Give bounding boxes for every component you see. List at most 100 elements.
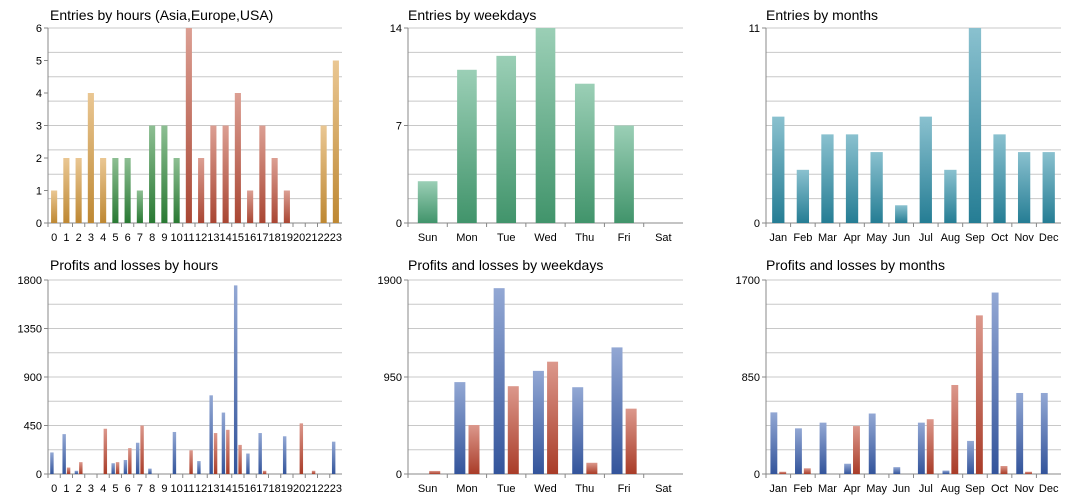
profit-bar xyxy=(258,433,262,474)
x-tick-label: Sat xyxy=(655,483,672,495)
x-tick-label: Jul xyxy=(919,483,933,495)
loss-bar xyxy=(189,450,193,474)
loss-bar xyxy=(238,444,242,474)
loss-bar xyxy=(429,470,441,474)
profit-bar xyxy=(844,463,852,474)
x-tick-label: 12 xyxy=(195,232,207,244)
y-tick-label: 7 xyxy=(396,121,402,133)
x-tick-label: Aug xyxy=(941,483,961,495)
x-tick-label: 21 xyxy=(305,483,317,495)
x-tick-label: 11 xyxy=(183,483,194,495)
x-tick-label: 22 xyxy=(318,483,330,495)
profit-bar xyxy=(868,413,876,474)
x-tick-label: 21 xyxy=(305,232,317,244)
chart-4: Profits and losses by hours0450900135018… xyxy=(18,257,342,495)
chart-1: Entries by hours (Asia,Europe,USA)012345… xyxy=(36,7,342,244)
x-tick-label: May xyxy=(866,483,887,495)
y-tick-label: 1350 xyxy=(18,324,42,336)
bar xyxy=(63,158,70,223)
profit-bar xyxy=(172,431,177,474)
x-tick-label: Jul xyxy=(919,232,933,244)
x-tick-label: 7 xyxy=(137,232,143,244)
x-tick-label: 2 xyxy=(76,232,82,244)
x-tick-label: Mar xyxy=(818,232,837,244)
bar xyxy=(185,28,192,223)
loss-bar xyxy=(975,315,983,474)
x-tick-label: Jan xyxy=(769,483,787,495)
y-tick-label: 0 xyxy=(36,469,42,481)
loss-bar xyxy=(803,468,811,474)
x-tick-label: Sun xyxy=(418,232,438,244)
x-tick-label: 15 xyxy=(232,232,244,244)
y-tick-label: 11 xyxy=(749,23,760,35)
x-tick-label: 15 xyxy=(232,483,244,495)
loss-bar xyxy=(66,467,71,474)
chart-2: Entries by weekdays 0 7 14 Sun Mon Tue Wed Thu Fr… xyxy=(390,7,683,244)
profit-bar xyxy=(493,288,505,474)
x-tick-label: 17 xyxy=(256,483,268,495)
x-tick-label: Jan xyxy=(769,232,787,244)
loss-bar xyxy=(779,471,787,474)
x-tick-label: Thu xyxy=(575,232,594,244)
x-tick-label: 12 xyxy=(195,483,207,495)
x-tick-label: 0 xyxy=(51,483,57,495)
x-tick-label: Sep xyxy=(965,483,985,495)
chart-title: Entries by hours (Asia,Europe,USA) xyxy=(50,7,273,23)
profit-bar xyxy=(282,436,287,474)
x-tick-label: Jun xyxy=(892,232,910,244)
bar xyxy=(457,69,477,224)
x-tick-label: Jun xyxy=(892,483,910,495)
y-tick-label: 2 xyxy=(36,153,42,165)
x-tick-label: Wed xyxy=(534,232,556,244)
x-tick-label: Dec xyxy=(1039,232,1059,244)
x-tick-label: 8 xyxy=(149,483,155,495)
chart-3: Entries by months 0 11 Jan Feb Mar Apr May Jun Ju… xyxy=(749,7,1061,244)
x-tick-label: Mon xyxy=(456,232,477,244)
x-tick-label: Oct xyxy=(991,232,1008,244)
x-tick-label: 16 xyxy=(244,232,256,244)
y-tick-label: 0 xyxy=(396,469,402,481)
x-tick-label: May xyxy=(866,232,887,244)
x-tick-label: 16 xyxy=(244,483,256,495)
bar xyxy=(772,116,785,223)
x-tick-label: 14 xyxy=(220,483,232,495)
profit-bar xyxy=(1016,392,1024,474)
x-tick-label: Tue xyxy=(497,483,516,495)
profit-bar xyxy=(893,467,901,474)
profit-bar xyxy=(111,463,115,474)
loss-bar xyxy=(103,428,108,474)
chart-title: Profits and losses by months xyxy=(766,257,945,273)
x-tick-label: 13 xyxy=(207,232,219,244)
bar xyxy=(247,190,254,223)
chart-title: Profits and losses by weekdays xyxy=(408,257,603,273)
bar xyxy=(124,158,131,223)
profit-bar xyxy=(221,412,226,474)
loss-bar xyxy=(507,386,519,474)
bar xyxy=(968,28,982,223)
bar xyxy=(271,158,278,223)
profit-bar xyxy=(233,285,238,474)
profit-bar xyxy=(532,370,544,474)
bar xyxy=(112,158,119,223)
y-tick-label: 450 xyxy=(24,421,42,433)
loss-bar xyxy=(853,426,860,474)
x-tick-label: 0 xyxy=(51,232,57,244)
x-tick-label: 13 xyxy=(207,483,219,495)
y-tick-label: 5 xyxy=(36,56,42,68)
y-tick-label: 4 xyxy=(36,88,42,100)
loss-bar xyxy=(586,462,598,474)
profit-bar xyxy=(74,470,79,474)
profit-bar xyxy=(197,461,201,474)
x-tick-label: Feb xyxy=(793,483,812,495)
y-tick-label: 6 xyxy=(36,23,42,35)
loss-bar xyxy=(140,425,144,474)
loss-bar xyxy=(625,408,637,474)
bar xyxy=(796,169,810,223)
bar xyxy=(100,158,107,223)
profit-bar xyxy=(454,382,466,474)
profit-bar xyxy=(991,292,999,474)
profit-bar xyxy=(967,440,974,474)
x-tick-label: 6 xyxy=(125,483,131,495)
x-tick-label: Dec xyxy=(1039,483,1059,495)
loss-bar xyxy=(951,384,959,474)
